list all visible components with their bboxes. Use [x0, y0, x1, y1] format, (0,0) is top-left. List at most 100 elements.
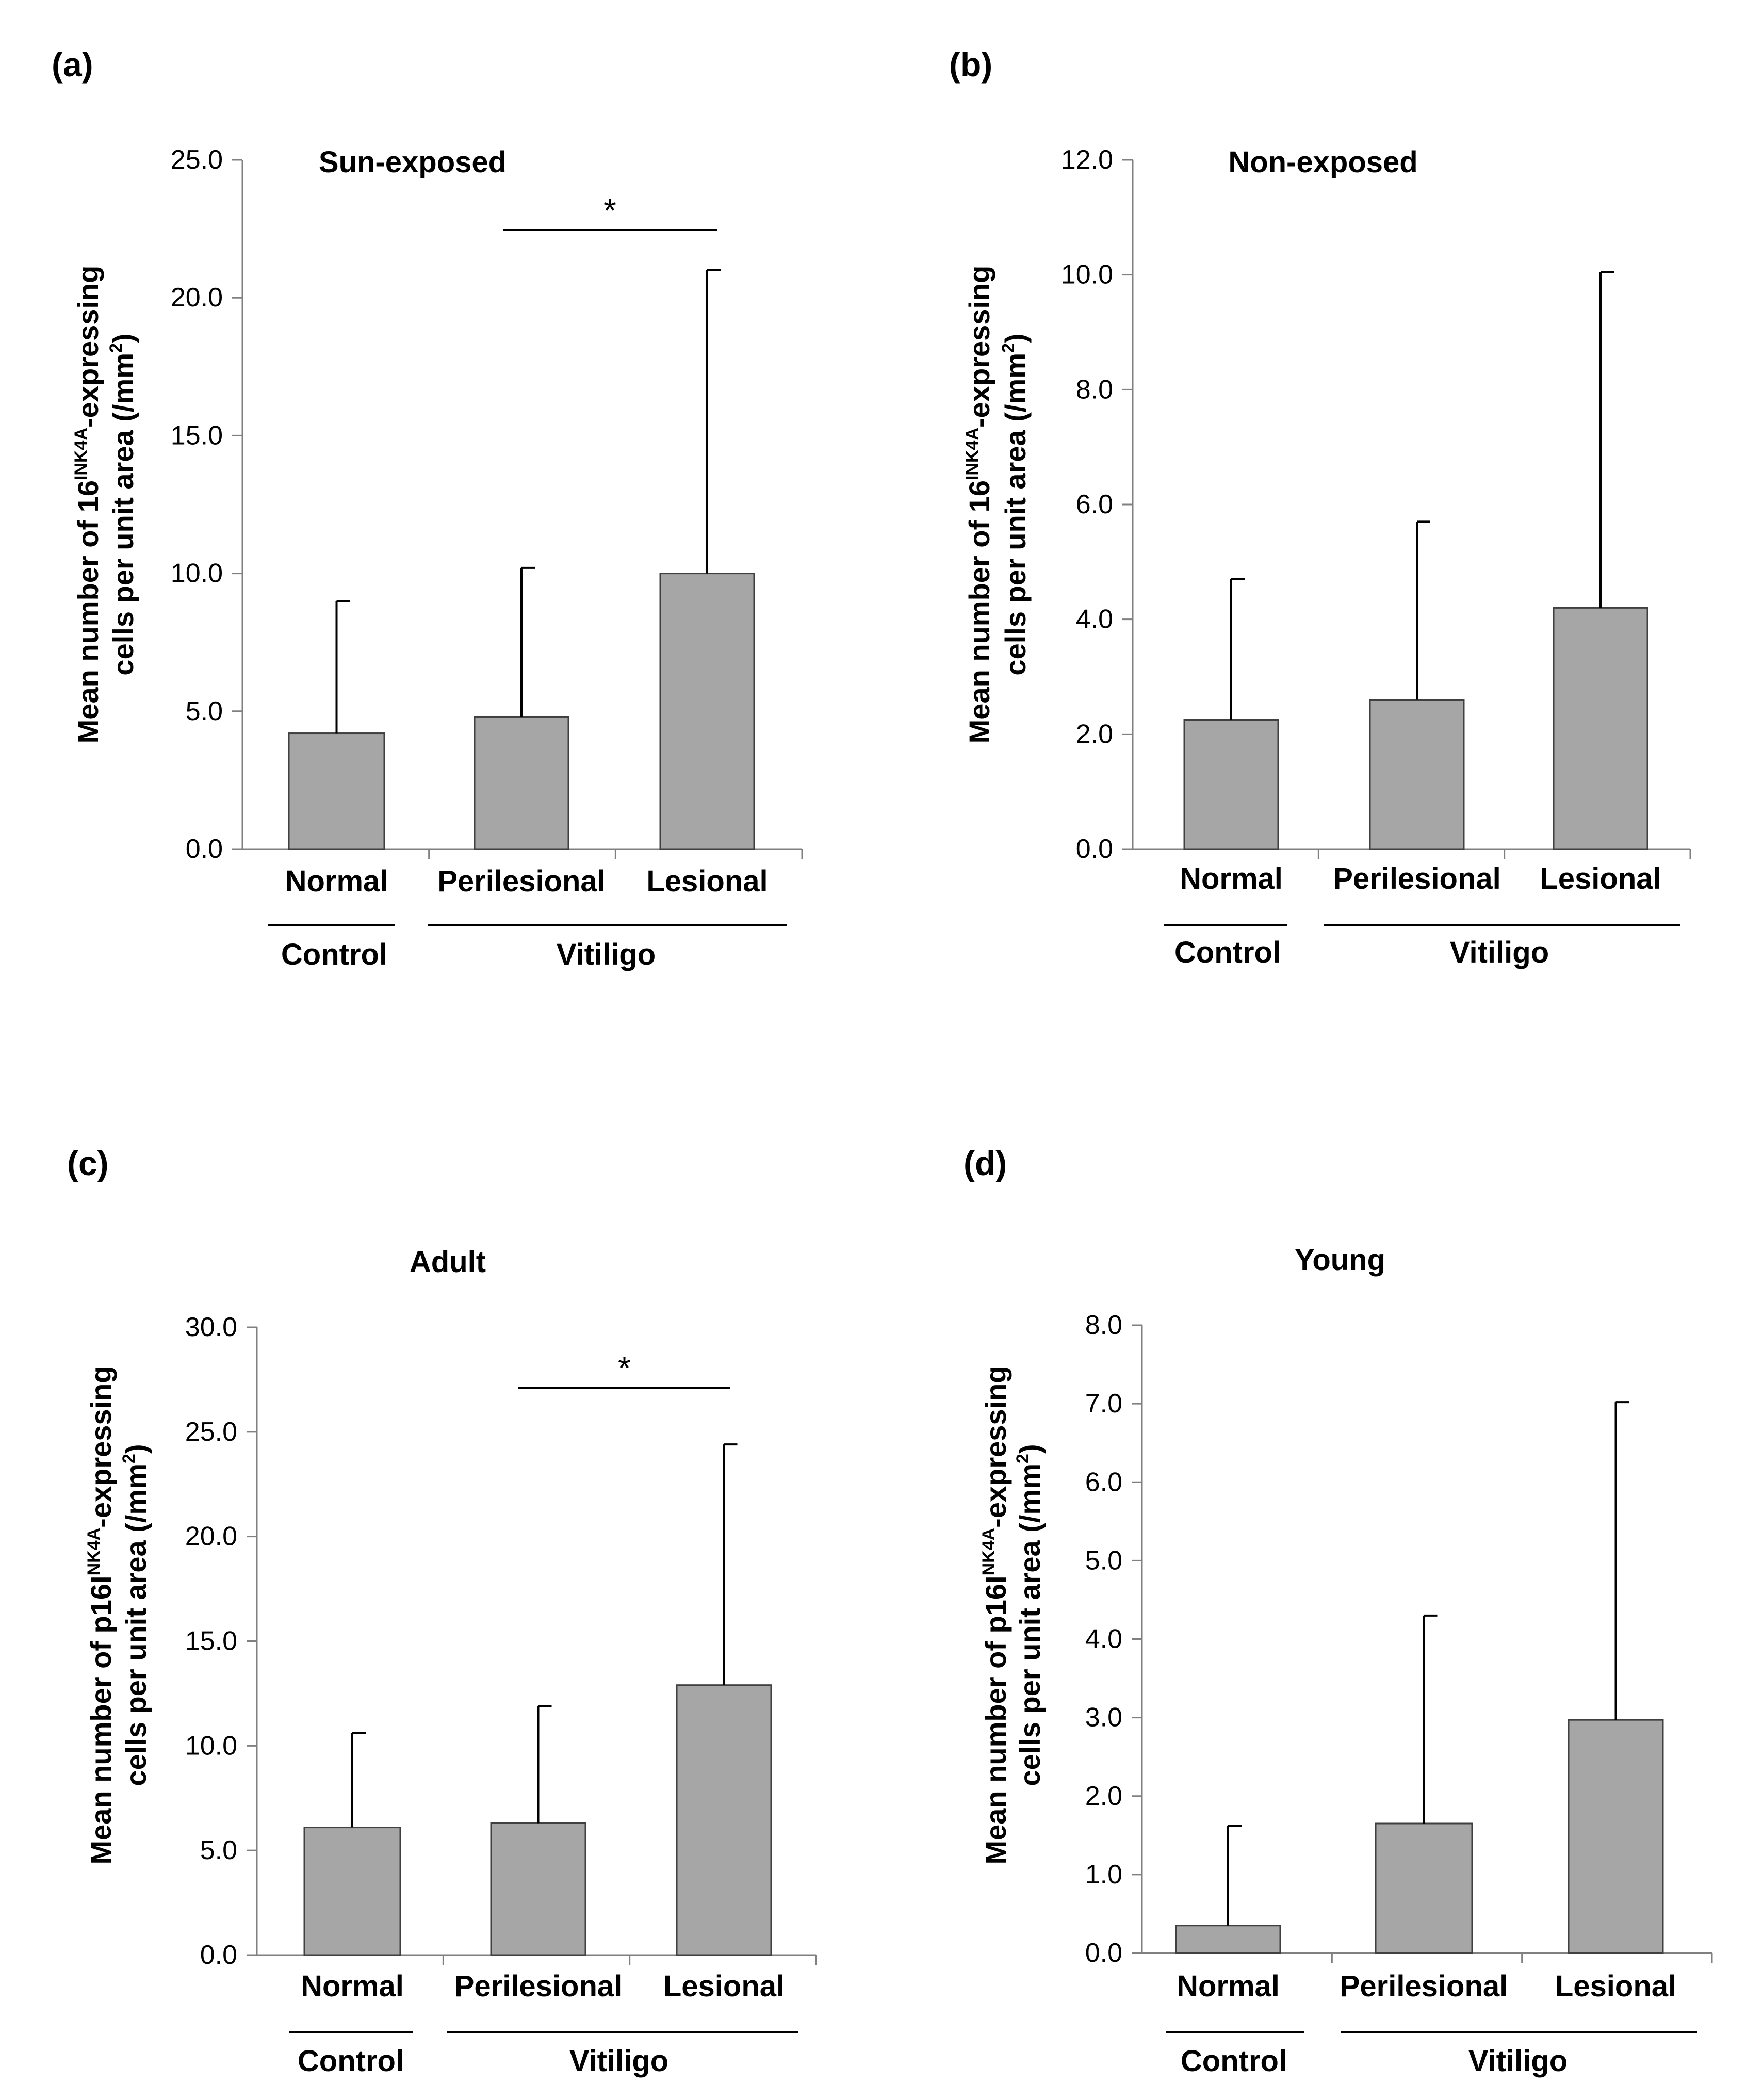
bar: [1375, 1822, 1473, 1954]
category-label: Lesional: [646, 865, 768, 898]
y-tick-label: 7.0: [1085, 1389, 1122, 1419]
category-label: Normal: [1180, 862, 1283, 896]
chart-title: Young: [1295, 1243, 1385, 1277]
bar: [303, 1827, 401, 1956]
bar: [1568, 1719, 1664, 1954]
y-tick-label: 6.0: [1085, 1467, 1122, 1497]
category-label: Perilesional: [437, 865, 606, 898]
y-axis-label-line2-superscript: 2: [999, 343, 1018, 353]
y-axis-label-line2: cells per unit area (/mm2): [119, 1444, 152, 1786]
group-label: Vitiligo: [557, 938, 656, 971]
y-tick-label: 3.0: [1085, 1703, 1122, 1733]
y-axis-label-line2: cells per unit area (/mm2): [999, 333, 1032, 675]
y-axis-label-line2-text: cells per unit area (/mm: [1014, 1463, 1046, 1786]
y-tick-label: 0.0: [186, 834, 223, 864]
group-label: Vitiligo: [1468, 2044, 1568, 2078]
bar: [1183, 719, 1279, 850]
y-tick-label: 8.0: [1085, 1310, 1122, 1340]
y-axis-label-line1-text: Mean number of p16I: [979, 1575, 1012, 1864]
y-axis-label-line1-suffix: -expressing: [979, 1365, 1012, 1527]
category-label: Lesional: [1540, 862, 1661, 896]
y-axis-label-line2-superscript: 2: [106, 343, 126, 353]
chart-title: Adult: [410, 1245, 486, 1279]
panel-label: (a): [52, 45, 93, 84]
significance-star: *: [618, 1349, 631, 1387]
chart-panel: (c) Adult Mean number of p16INK4A-expressi…: [67, 1144, 817, 2078]
y-axis-label-line1-text: Mean number of 16: [963, 480, 995, 743]
category-label: Perilesional: [1340, 1969, 1508, 2003]
group-label: Control: [1181, 2044, 1287, 2078]
group-label: Vitiligo: [569, 2044, 668, 2078]
y-tick-label: 25.0: [185, 1417, 237, 1447]
chart-panel: (d) Young Mean number of p16INK4A-expressi…: [964, 1144, 1713, 2078]
group-label: Control: [298, 2044, 404, 2078]
y-tick-label: 10.0: [185, 1731, 237, 1761]
category-label: Perilesional: [454, 1969, 623, 2003]
y-tick-label: 20.0: [185, 1522, 237, 1552]
y-tick-label: 15.0: [185, 1626, 237, 1656]
y-tick-label: 6.0: [1076, 490, 1113, 519]
y-axis-label-line2-suffix: ): [1014, 1444, 1046, 1454]
y-axis-label-line2: cells per unit area (/mm2): [1013, 1444, 1046, 1786]
y-tick-label: 4.0: [1076, 605, 1113, 634]
category-label: Normal: [301, 1969, 404, 2003]
y-axis-label: Mean number of p16INK4A-expressingcells …: [84, 1365, 152, 1864]
y-axis-label-line2-superscript: 2: [119, 1454, 139, 1463]
chart-panel: (b) Non-exposed Mean number of 16INK4A-exp…: [949, 45, 1691, 969]
y-tick-label: 10.0: [1061, 260, 1113, 290]
bar: [1175, 1925, 1281, 1954]
bar: [1553, 607, 1648, 850]
y-tick-label: 0.0: [200, 1940, 237, 1970]
bar: [1369, 699, 1465, 850]
y-tick-label: 10.0: [171, 559, 223, 589]
category-label: Lesional: [663, 1969, 785, 2003]
y-axis-label-line1-superscript: INK4A: [71, 428, 91, 480]
y-axis-label-line2-superscript: 2: [1013, 1454, 1033, 1463]
bar: [659, 573, 755, 850]
y-axis-label-line2-suffix: ): [107, 333, 139, 343]
y-axis-label-line1: Mean number of 16INK4A-expressing: [962, 266, 995, 744]
y-axis-label-line1: Mean number of p16INK4A-expressing: [84, 1365, 117, 1864]
y-tick-label: 0.0: [1085, 1938, 1122, 1968]
y-tick-label: 30.0: [185, 1312, 237, 1342]
y-axis-label-line2-suffix: ): [999, 333, 1032, 343]
chart-panel: (a) Sun-exposed Mean number of 16INK4A-exp…: [52, 45, 803, 971]
group-label: Control: [1174, 936, 1281, 969]
significance-star: *: [603, 192, 616, 229]
y-axis-label-line2-text: cells per unit area (/mm: [107, 353, 139, 676]
y-tick-label: 0.0: [1076, 834, 1113, 864]
y-tick-label: 12.0: [1061, 145, 1113, 175]
category-label: Perilesional: [1333, 862, 1501, 896]
y-tick-label: 4.0: [1085, 1624, 1122, 1654]
y-tick-label: 25.0: [171, 145, 223, 175]
category-label: Normal: [1177, 1969, 1280, 2003]
y-axis-label-line1-suffix: -expressing: [963, 266, 995, 428]
y-tick-label: 2.0: [1076, 719, 1113, 749]
group-label: Control: [281, 938, 387, 971]
bar: [288, 732, 385, 850]
y-axis-label-line2-text: cells per unit area (/mm: [999, 353, 1032, 676]
y-axis-label-line1-superscript: NK4A: [84, 1528, 104, 1576]
y-tick-label: 8.0: [1076, 375, 1113, 404]
chart-title: Sun-exposed: [319, 145, 507, 179]
y-axis-label-line1: Mean number of p16INK4A-expressing: [979, 1365, 1012, 1864]
bar: [676, 1684, 772, 1956]
group-label: Vitiligo: [1450, 936, 1549, 969]
panel-label: (c): [67, 1144, 109, 1182]
y-axis-label-line2: cells per unit area (/mm2): [106, 333, 139, 675]
y-axis-label-line2-suffix: ): [120, 1444, 152, 1454]
y-axis-label-line1-suffix: -expressing: [85, 1365, 117, 1527]
bar: [490, 1822, 586, 1956]
y-tick-label: 5.0: [186, 696, 223, 726]
category-label: Lesional: [1555, 1969, 1676, 2003]
y-axis-label-line1: Mean number of 16INK4A-expressing: [71, 266, 104, 744]
y-tick-label: 5.0: [1085, 1545, 1122, 1575]
y-axis-label-line1-text: Mean number of 16: [72, 480, 104, 743]
category-label: Normal: [285, 865, 388, 898]
y-axis-label-line1-superscript: NK4A: [979, 1528, 999, 1576]
chart-title: Non-exposed: [1228, 145, 1417, 179]
y-tick-label: 2.0: [1085, 1781, 1122, 1811]
